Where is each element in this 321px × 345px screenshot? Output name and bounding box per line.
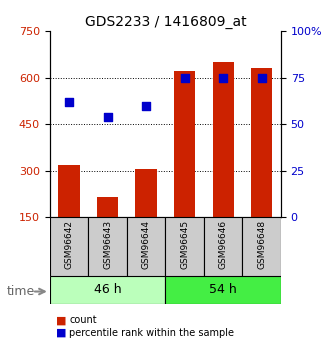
Bar [58,165,80,264]
Bar [204,217,242,276]
Text: GSM96645: GSM96645 [180,220,189,269]
Point [259,75,264,80]
Bar [50,276,165,304]
Text: ■: ■ [56,328,67,338]
Bar [50,217,88,276]
Bar [251,68,272,264]
Bar [135,169,157,264]
Text: 54 h: 54 h [209,283,237,296]
Bar [165,276,281,304]
Bar [165,217,204,276]
Bar [174,71,195,264]
Text: 46 h: 46 h [94,283,121,296]
Point [143,103,149,108]
Bar [88,217,127,276]
Text: GSM96642: GSM96642 [65,220,74,269]
Text: GSM96648: GSM96648 [257,220,266,269]
Text: percentile rank within the sample: percentile rank within the sample [69,328,234,338]
Point [105,114,110,119]
Point [221,75,226,80]
Bar [97,197,118,264]
Text: count: count [69,315,97,325]
Text: GSM96644: GSM96644 [142,220,151,269]
Title: GDS2233 / 1416809_at: GDS2233 / 1416809_at [84,14,246,29]
Bar [213,62,234,264]
Text: GSM96646: GSM96646 [219,220,228,269]
Text: time: time [6,285,35,298]
Text: GSM96643: GSM96643 [103,220,112,269]
Point [66,99,72,105]
Point [182,75,187,80]
Bar [242,217,281,276]
Text: ■: ■ [56,315,67,325]
Bar [127,217,165,276]
